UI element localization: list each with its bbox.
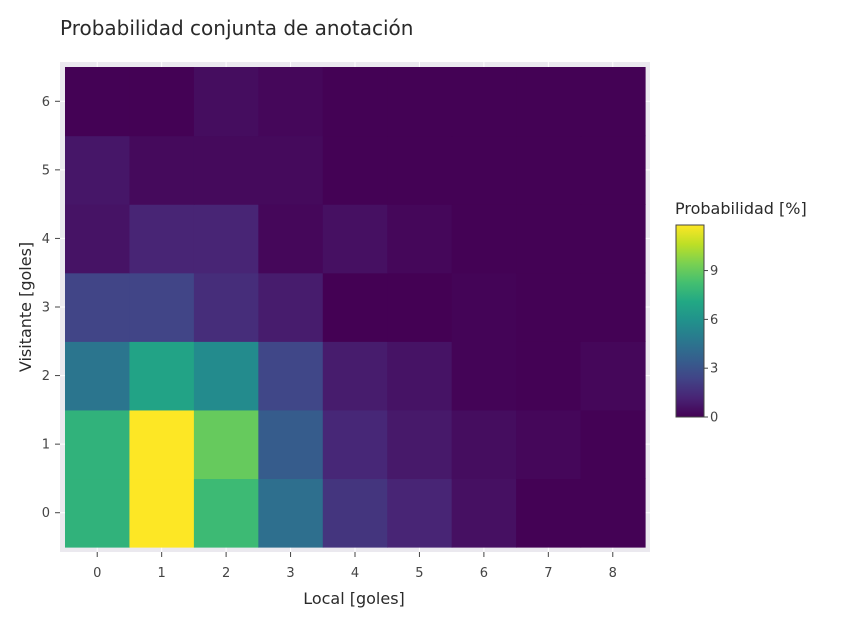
heatmap-cell[interactable] bbox=[322, 409, 388, 480]
heatmap-cell[interactable] bbox=[322, 204, 388, 274]
x-tick-label: 3 bbox=[286, 566, 294, 581]
heatmap-cell[interactable] bbox=[451, 272, 517, 342]
heatmap-cell[interactable] bbox=[387, 478, 453, 548]
heatmap-cell[interactable] bbox=[65, 409, 131, 480]
heatmap-cell[interactable] bbox=[258, 478, 324, 548]
heatmap-cell[interactable] bbox=[580, 204, 646, 274]
heatmap-cell[interactable] bbox=[65, 67, 131, 137]
heatmap-cell[interactable] bbox=[258, 409, 324, 480]
x-tick-label: 1 bbox=[158, 566, 166, 581]
heatmap-cell[interactable] bbox=[387, 67, 453, 137]
y-tick-label: 5 bbox=[42, 163, 50, 178]
heatmap-cell[interactable] bbox=[580, 341, 646, 411]
colorbar-gradient bbox=[675, 224, 705, 418]
heatmap-cell[interactable] bbox=[65, 135, 131, 205]
heatmap-cell[interactable] bbox=[516, 67, 582, 137]
heatmap-cell[interactable] bbox=[258, 341, 324, 411]
heatmap-cell[interactable] bbox=[451, 204, 517, 274]
heatmap-cell[interactable] bbox=[387, 341, 453, 411]
heatmap-cell[interactable] bbox=[258, 135, 324, 205]
heatmap-cell[interactable] bbox=[193, 67, 259, 137]
heatmap-cell[interactable] bbox=[65, 204, 131, 274]
heatmap-cell[interactable] bbox=[129, 478, 195, 548]
heatmap-cell[interactable] bbox=[451, 67, 517, 137]
heatmap-cell[interactable] bbox=[516, 478, 582, 548]
x-axis-ticks: 0 1 2 3 4 5 6 7 8 bbox=[93, 552, 617, 581]
x-axis-label: Local [goles] bbox=[303, 589, 405, 608]
heatmap-cell[interactable] bbox=[193, 135, 259, 205]
heatmap-cell[interactable] bbox=[322, 478, 388, 548]
heatmap-cell[interactable] bbox=[322, 341, 388, 411]
heatmap-cell[interactable] bbox=[387, 409, 453, 480]
chart-title: Probabilidad conjunta de anotación bbox=[60, 16, 413, 40]
heatmap-cell[interactable] bbox=[516, 272, 582, 342]
y-tick-label: 2 bbox=[42, 369, 50, 384]
y-tick-label: 3 bbox=[42, 301, 50, 316]
heatmap-cell[interactable] bbox=[65, 272, 131, 342]
heatmap-cell[interactable] bbox=[322, 135, 388, 205]
heatmap-cell[interactable] bbox=[387, 135, 453, 205]
x-tick-label: 2 bbox=[222, 566, 230, 581]
heatmap-cell[interactable] bbox=[451, 409, 517, 480]
heatmap-cell[interactable] bbox=[129, 135, 195, 205]
heatmap-cell[interactable] bbox=[193, 478, 259, 548]
heatmap-cell[interactable] bbox=[387, 272, 453, 342]
heatmap-cell[interactable] bbox=[129, 341, 195, 411]
colorbar-ticks: 0 3 6 9 bbox=[704, 264, 718, 426]
x-tick-label: 8 bbox=[609, 566, 617, 581]
heatmap-cell[interactable] bbox=[516, 341, 582, 411]
colorbar-tick-label: 9 bbox=[710, 264, 718, 279]
x-tick-label: 6 bbox=[480, 566, 488, 581]
x-tick-label: 0 bbox=[93, 566, 101, 581]
heatmap-cell[interactable] bbox=[129, 204, 195, 274]
x-tick-label: 4 bbox=[351, 566, 359, 581]
x-tick-label: 5 bbox=[415, 566, 423, 581]
colorbar-title: Probabilidad [%] bbox=[675, 199, 807, 218]
heatmap-cell[interactable] bbox=[516, 409, 582, 480]
heatmap-cell[interactable] bbox=[193, 272, 259, 342]
heatmap-cells bbox=[65, 67, 646, 548]
heatmap-cell[interactable] bbox=[193, 409, 259, 480]
heatmap-cell[interactable] bbox=[451, 135, 517, 205]
heatmap-cell[interactable] bbox=[387, 204, 453, 274]
y-tick-label: 6 bbox=[42, 95, 50, 110]
heatmap-cell[interactable] bbox=[516, 204, 582, 274]
heatmap-cell[interactable] bbox=[451, 341, 517, 411]
colorbar-tick-label: 6 bbox=[710, 313, 718, 328]
heatmap-cell[interactable] bbox=[580, 478, 646, 548]
heatmap-cell[interactable] bbox=[580, 272, 646, 342]
y-axis-label: Visitante [goles] bbox=[16, 242, 35, 372]
heatmap-cell[interactable] bbox=[129, 67, 195, 137]
heatmap-cell[interactable] bbox=[258, 67, 324, 137]
heatmap-cell[interactable] bbox=[258, 204, 324, 274]
heatmap-cell[interactable] bbox=[129, 409, 195, 480]
heatmap-cell[interactable] bbox=[322, 272, 388, 342]
heatmap-cell[interactable] bbox=[451, 478, 517, 548]
y-axis-ticks: 0 1 2 3 4 5 6 bbox=[42, 95, 60, 521]
colorbar-tick-label: 0 bbox=[710, 411, 718, 426]
heatmap-cell[interactable] bbox=[258, 272, 324, 342]
heatmap-cell[interactable] bbox=[65, 478, 131, 548]
y-tick-label: 0 bbox=[42, 506, 50, 521]
heatmap-cell[interactable] bbox=[322, 67, 388, 137]
x-tick-label: 7 bbox=[544, 566, 552, 581]
heatmap-cell[interactable] bbox=[516, 135, 582, 205]
colorbar: Probabilidad [%] 0 3 6 9 bbox=[675, 199, 807, 426]
heatmap-cell[interactable] bbox=[580, 409, 646, 480]
heatmap-cell[interactable] bbox=[129, 272, 195, 342]
heatmap-cell[interactable] bbox=[193, 204, 259, 274]
colorbar-tick-label: 3 bbox=[710, 362, 718, 377]
heatmap-cell[interactable] bbox=[65, 341, 131, 411]
y-tick-label: 1 bbox=[42, 438, 50, 453]
heatmap-cell[interactable] bbox=[193, 341, 259, 411]
heatmap-cell[interactable] bbox=[580, 135, 646, 205]
y-tick-label: 4 bbox=[42, 232, 50, 247]
heatmap-cell[interactable] bbox=[580, 67, 646, 137]
